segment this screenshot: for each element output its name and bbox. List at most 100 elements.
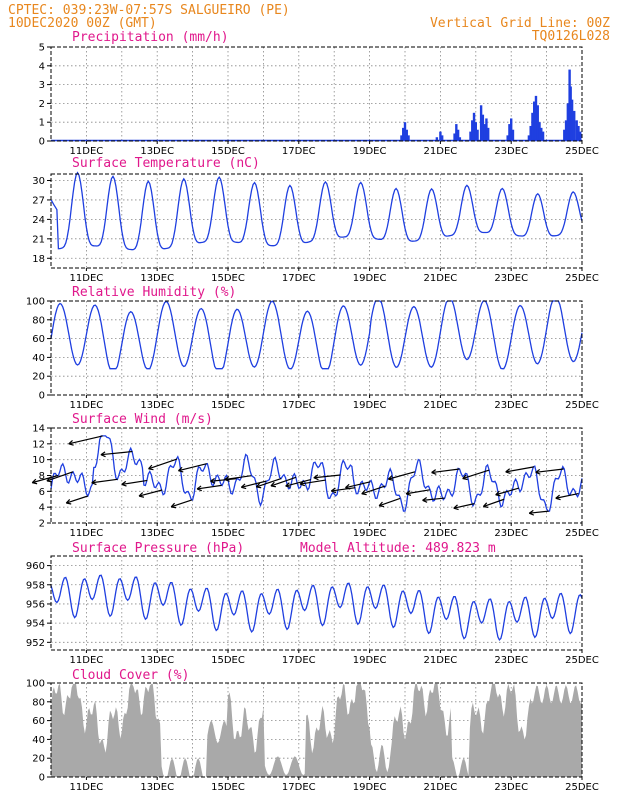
y-tick-label: 0 xyxy=(39,773,45,784)
x-tick-label: 21DEC xyxy=(424,273,458,284)
x-tick-label: 19DEC xyxy=(353,528,387,539)
wind-arrow xyxy=(210,477,237,484)
wind-arrow xyxy=(330,487,356,494)
x-tick-label: 19DEC xyxy=(353,655,387,666)
precipitation-bar xyxy=(439,131,442,141)
wind-panel: Surface Wind (m/s) 2 4 6 8 10 12 14 11DEC 13DEC 1… xyxy=(31,412,599,539)
precipitation-bar xyxy=(533,101,536,141)
pressure-title: Surface Pressure (hPa) xyxy=(72,541,244,556)
wind-arrow xyxy=(65,495,89,505)
precipitation-bar xyxy=(508,124,511,141)
x-tick-label: 17DEC xyxy=(282,400,316,411)
temp-series-line xyxy=(50,171,583,251)
precipitation-bar xyxy=(486,127,490,141)
precipitation-bar xyxy=(403,122,407,141)
cloud-cover-area xyxy=(51,683,582,777)
y-tick-label: 40 xyxy=(32,735,45,746)
precipitation-bar xyxy=(479,105,483,141)
wind-arrow xyxy=(100,450,133,458)
x-tick-label: 11DEC xyxy=(70,655,104,666)
wind-arrow xyxy=(462,469,490,481)
precipitation-bar xyxy=(563,129,566,141)
x-tick-label: 25DEC xyxy=(565,655,599,666)
wind-arrow xyxy=(170,499,193,509)
wind-arrow xyxy=(299,479,326,487)
y-tick-label: 100 xyxy=(26,679,45,690)
y-tick-label: 20 xyxy=(32,372,45,383)
wind-arrow xyxy=(178,463,207,473)
wind-series-line xyxy=(50,435,583,512)
precipitation-bar xyxy=(402,127,405,141)
precipitation-bar xyxy=(453,133,456,141)
wind-arrow xyxy=(535,468,564,475)
precipitation-bar xyxy=(481,114,485,141)
precipitation-bar xyxy=(471,120,474,141)
y-tick-label: 1 xyxy=(39,118,45,129)
x-tick-label: 13DEC xyxy=(140,400,174,411)
wind-title: Surface Wind (m/s) xyxy=(72,412,213,427)
y-tick-label: 100 xyxy=(26,297,45,308)
y-tick-label: 12 xyxy=(32,439,45,450)
y-tick-label: 18 xyxy=(32,254,45,265)
y-tick-label: 60 xyxy=(32,334,45,345)
y-tick-label: 10 xyxy=(32,455,45,466)
precipitation-bar xyxy=(564,120,568,141)
x-tick-label: 13DEC xyxy=(140,528,174,539)
wind-arrow xyxy=(431,468,460,475)
x-tick-label: 25DEC xyxy=(565,400,599,411)
rh-series-line xyxy=(50,300,583,370)
precipitation-bar xyxy=(511,129,515,141)
x-tick-label: 13DEC xyxy=(140,655,174,666)
wind-arrow xyxy=(505,466,534,475)
x-tick-label: 21DEC xyxy=(424,400,458,411)
wind-arrow xyxy=(361,485,386,496)
x-tick-label: 25DEC xyxy=(565,782,599,793)
precipitation-bar xyxy=(510,118,513,141)
wind-arrow xyxy=(196,484,222,492)
precipitation-bar xyxy=(440,135,444,141)
humidity-title: Relative Humidity (%) xyxy=(72,285,236,300)
x-tick-label: 13DEC xyxy=(140,782,174,793)
precipitation-bar xyxy=(476,129,479,141)
wind-arrow xyxy=(453,503,475,511)
header-date: 10DEC2020 00Z (GMT) xyxy=(8,16,157,31)
x-tick-label: 17DEC xyxy=(282,782,316,793)
x-tick-label: 17DEC xyxy=(282,528,316,539)
wind-arrow xyxy=(121,479,148,487)
wind-arrow xyxy=(422,497,445,503)
wind-arrow xyxy=(255,477,282,489)
x-tick-label: 17DEC xyxy=(282,273,316,284)
wind-arrow xyxy=(91,478,118,486)
x-tick-label: 23DEC xyxy=(494,146,528,157)
x-tick-label: 13DEC xyxy=(140,273,174,284)
precipitation-bar xyxy=(566,103,570,141)
y-tick-label: 960 xyxy=(26,561,45,572)
y-tick-label: 40 xyxy=(32,353,45,364)
x-tick-label: 11DEC xyxy=(70,273,104,284)
precipitation-bar xyxy=(474,122,477,141)
x-tick-label: 11DEC xyxy=(70,782,104,793)
panel-frame xyxy=(50,682,583,778)
wind-arrow xyxy=(405,489,430,496)
x-tick-label: 25DEC xyxy=(565,146,599,157)
wind-arrow xyxy=(378,497,401,508)
panel-frame xyxy=(50,173,583,269)
x-tick-label: 19DEC xyxy=(353,400,387,411)
x-tick-label: 23DEC xyxy=(494,273,528,284)
wind-arrow xyxy=(224,475,252,482)
y-tick-label: 80 xyxy=(32,315,45,326)
x-tick-label: 21DEC xyxy=(424,782,458,793)
y-tick-label: 0 xyxy=(39,137,45,148)
x-tick-label: 15DEC xyxy=(211,528,245,539)
temperature-title: Surface Temperature (nC) xyxy=(72,156,260,171)
x-tick-label: 23DEC xyxy=(494,782,528,793)
x-tick-label: 21DEC xyxy=(424,146,458,157)
precipitation-bar xyxy=(483,124,486,141)
wind-arrow xyxy=(68,435,103,446)
y-tick-label: 4 xyxy=(39,61,45,72)
panel-frame xyxy=(50,555,583,651)
x-tick-label: 15DEC xyxy=(211,273,245,284)
y-tick-label: 24 xyxy=(32,215,45,226)
wind-arrow xyxy=(138,489,163,498)
